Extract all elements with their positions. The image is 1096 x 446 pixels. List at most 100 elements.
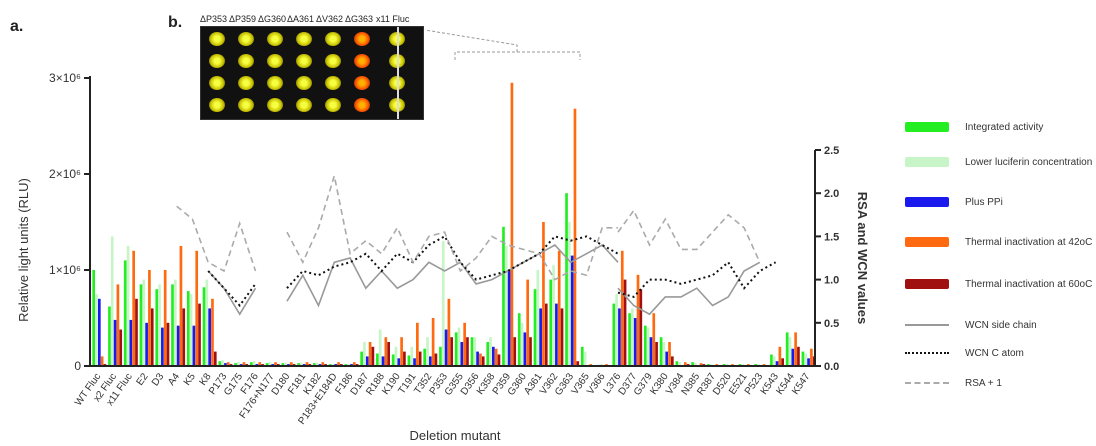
bar [155,289,159,366]
bars [92,82,816,367]
x-tick-label: E2 [135,371,151,388]
bar [694,363,697,366]
bar [150,308,154,366]
bar [161,327,164,366]
plate-spot [325,32,341,46]
legend-swatch [905,382,949,384]
plate-spot [296,54,312,68]
bar [788,337,792,366]
bar [668,342,671,366]
legend-label: RSA + 1 [965,377,1002,389]
bar [434,353,438,366]
series-line [207,270,257,316]
bar [691,362,694,366]
series-line [286,175,618,281]
plate-spot [325,76,341,90]
bar [423,348,427,366]
bar [479,353,482,366]
x-tick-label: A4 [166,371,182,388]
bar [628,313,631,366]
bar [381,356,385,366]
bar [797,346,800,366]
bar [810,348,813,366]
plate-spot [209,54,225,68]
bar [523,332,527,366]
legend-label: WCN C atom [965,347,1024,359]
bar [148,270,151,366]
bar [457,327,461,366]
x-axis-label: Deletion mutant [409,428,500,443]
plate-spot [267,54,283,68]
bar [284,363,287,366]
bar [126,246,130,366]
plate-spot [209,76,225,90]
bar [92,270,96,366]
bar [407,355,411,366]
legend-swatch [905,197,949,207]
bar [95,294,98,366]
plate-spot [267,98,283,112]
inset-label: ΔP353 [200,14,228,24]
legend-swatch [905,324,949,326]
plate-spot [209,98,225,112]
bar [794,332,797,366]
plate-photo [200,26,424,120]
bar [489,337,492,366]
bar [549,279,553,366]
bar [526,279,530,366]
bar [403,351,406,366]
plate-spot [238,98,254,112]
bar [249,362,253,366]
bar [536,270,540,366]
bar [671,356,674,366]
bar [252,361,256,366]
bar [618,308,621,366]
bar [416,322,419,366]
bar [428,356,432,366]
bar [570,255,574,366]
bar [439,346,442,366]
bar [208,308,211,366]
bar [119,329,123,366]
plate-spot [267,32,283,46]
bar [470,337,474,366]
bar [476,351,479,366]
inset-label: ΔA361 [287,14,315,24]
y2-tick-label: 0.5 [824,318,839,330]
bar [142,279,146,366]
bar [226,362,230,366]
legend-label: Thermal inactivation at 60oC [965,278,1093,290]
bar [176,325,180,366]
bar [573,108,577,366]
bar [785,332,789,366]
bar [413,358,416,366]
bar [431,318,435,366]
bar [376,353,379,366]
bar [123,260,127,366]
plate-spot [238,54,254,68]
bar [297,363,300,366]
bar [557,250,561,366]
inset-bracket [424,29,581,60]
series-line [617,208,761,263]
series-line [617,260,777,299]
plate-spot [238,32,254,46]
series-line [286,243,619,308]
bar [494,348,498,366]
bar [426,337,429,366]
legend-label: Thermal inactivation at 42oC [965,236,1093,248]
bar [224,363,227,366]
bar [504,246,508,366]
y2-tick-label: 1.0 [824,275,839,287]
bar [463,322,466,366]
bar [198,303,201,366]
bar [510,82,514,367]
bar [242,362,246,366]
bar [205,279,209,366]
bar [639,289,643,366]
bar [384,337,388,366]
y-tick-label: 2×10⁶ [49,167,81,181]
bar [108,306,111,366]
bar [517,313,521,366]
